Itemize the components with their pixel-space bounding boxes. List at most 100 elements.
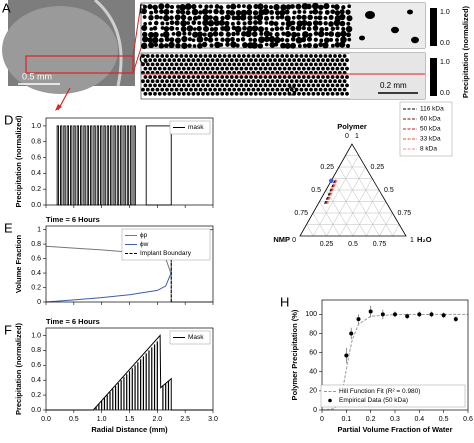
cell [181,83,186,88]
cell [282,91,287,96]
cell [208,87,213,92]
cell [280,54,285,58]
cell [184,62,189,67]
blob [263,36,270,43]
cell [287,75,292,79]
blob [245,30,252,38]
cell [186,83,191,88]
blob [290,25,296,31]
blob [340,36,347,44]
blob [204,4,209,9]
blob [318,10,323,15]
cell [143,66,148,71]
cell [321,91,325,96]
blob [185,10,191,16]
blob [192,31,199,38]
cell [280,62,285,67]
cell [222,79,227,84]
blob [209,43,214,48]
blob [346,15,353,22]
cell [261,87,265,92]
blob [290,42,297,49]
cell [177,91,181,96]
axes-frame [321,299,469,411]
blob [240,37,246,42]
cell [239,83,244,88]
blob [202,19,209,27]
blob [214,41,221,49]
cell [239,58,244,63]
bar [103,125,106,206]
cell [237,54,241,58]
cell [162,66,167,71]
cell [193,54,198,58]
blob [246,4,253,10]
blob [169,4,175,10]
blob [165,21,170,26]
cell [165,79,169,84]
cell [215,91,220,96]
axis-label: Polymer [337,122,367,131]
blob [202,8,209,15]
cell [150,79,155,84]
blob [345,43,351,48]
blob [306,3,312,10]
blob [285,4,292,10]
blob [329,37,334,42]
cell [270,54,275,58]
x-tick-label: 3.0 [208,416,218,423]
grid-line [345,155,393,237]
bar [86,125,90,206]
blob [339,41,346,48]
blob [264,21,269,25]
blob [197,43,203,49]
cell [165,87,169,92]
blob [324,31,329,36]
cell [167,83,172,88]
grid-line [366,201,386,237]
cell [270,79,275,84]
cell [174,87,179,92]
blob [175,9,181,15]
blob [207,20,215,27]
cell [157,66,162,71]
blob [212,31,219,37]
cell [220,91,225,96]
cell [208,79,213,84]
blob [141,25,148,32]
cell [205,66,210,71]
cell [263,91,268,96]
grid-line [313,155,359,237]
point [344,353,349,358]
blob [279,14,285,20]
cell [203,62,208,67]
cell [141,87,145,92]
cell [285,54,289,58]
cell [155,87,160,92]
cell [172,58,177,63]
tick-label: 0.75 [294,210,308,217]
blob [163,26,170,32]
blob [202,32,207,37]
cell [203,54,208,58]
cell [157,75,162,79]
cell [306,58,311,63]
cell [205,83,210,88]
cell [181,91,186,96]
y-tick-label: 80 [309,330,317,337]
blob [296,20,303,27]
cell [335,66,340,71]
cell [148,58,153,63]
y-axis-label: Precipitation (normalized) [14,115,23,208]
cell [318,87,323,92]
cell [143,75,148,79]
cell [179,54,184,58]
cell [253,75,258,79]
blob [153,20,159,26]
roi-box [25,55,134,74]
blob [365,11,375,19]
colorbar-tick: 1.0 [440,59,450,66]
cell [217,54,222,58]
legend-label: Implant Boundary [140,250,192,257]
cell [186,75,191,79]
